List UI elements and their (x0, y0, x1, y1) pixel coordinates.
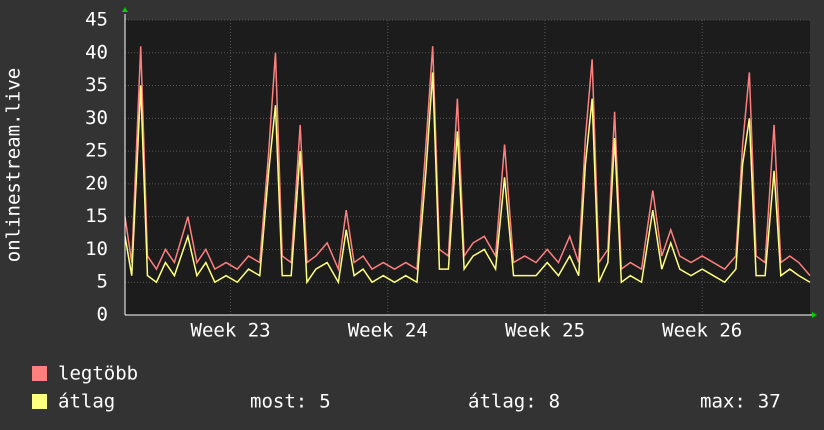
x-tick-label: Week 25 (505, 320, 585, 342)
line (124, 72, 811, 285)
legend-label: átlag (58, 391, 115, 413)
y-tick-label: 0 (97, 304, 108, 326)
y-tick-label: 15 (85, 205, 108, 227)
plot-area (125, 20, 810, 315)
stat-value: 8 (549, 391, 560, 413)
y-axis-label: onlinestream.live (3, 68, 25, 262)
stat-value: 37 (758, 391, 781, 413)
y-tick-label: 20 (85, 172, 108, 194)
axis-arrow (812, 312, 817, 318)
y-tick-label: 5 (97, 271, 108, 293)
y-tick-label: 45 (85, 9, 108, 31)
stat-label: max: (700, 391, 746, 413)
legend-swatch (32, 394, 47, 409)
legend-label: legtöbb (58, 363, 138, 385)
axis-arrow (122, 7, 128, 12)
x-tick-label: Week 23 (191, 320, 271, 342)
x-tick-label: Week 26 (662, 320, 742, 342)
legend-swatch (32, 366, 47, 381)
y-tick-label: 30 (85, 107, 108, 129)
y-tick-label: 25 (85, 140, 108, 162)
y-tick-label: 35 (85, 74, 108, 96)
stat-label: átlag: (468, 391, 537, 413)
stat-value: 5 (319, 391, 330, 413)
stat-label: most: (250, 391, 307, 413)
x-tick-label: Week 24 (348, 320, 428, 342)
y-tick-label: 10 (85, 238, 108, 260)
y-tick-label: 40 (85, 41, 108, 63)
